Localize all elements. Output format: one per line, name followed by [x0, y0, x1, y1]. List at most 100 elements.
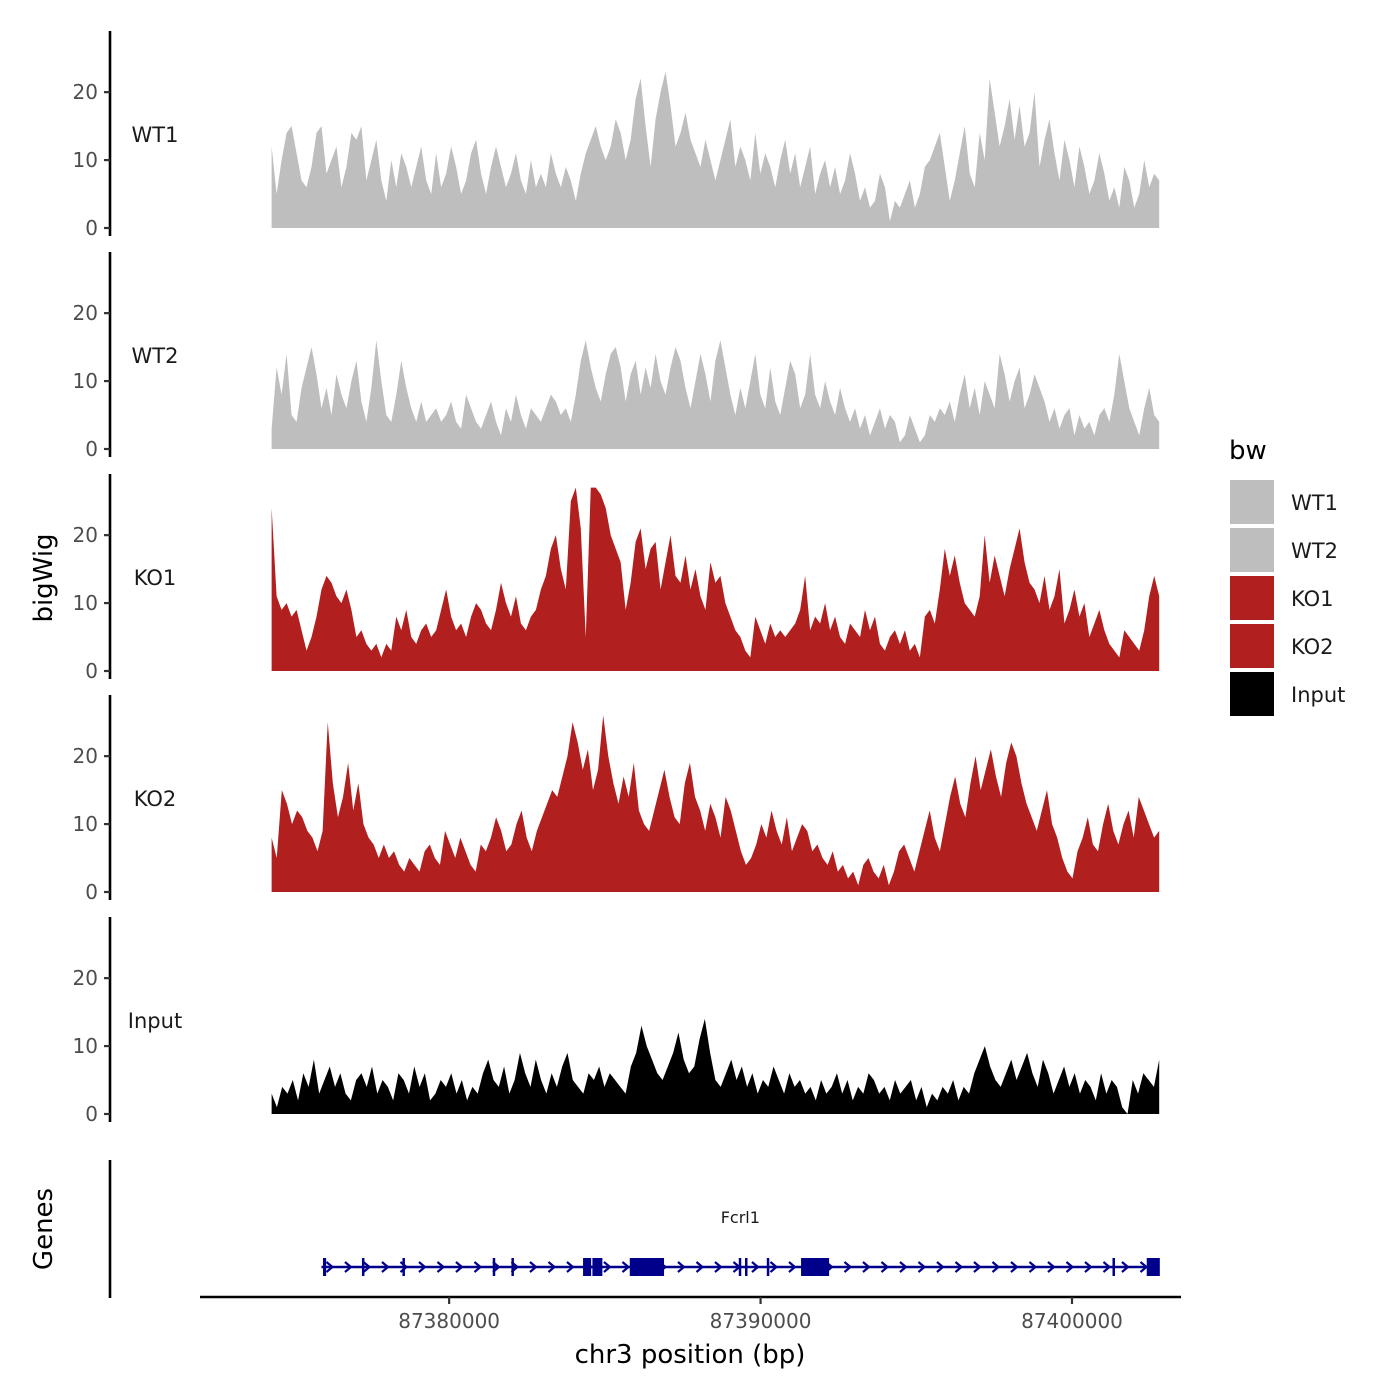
area-wt1: [271, 71, 1160, 228]
strand-arrow: [843, 1261, 853, 1273]
track-label-wt1: WT1: [132, 123, 179, 147]
gene-exon: [1112, 1258, 1115, 1276]
y-tick-label-ko2-10: 10: [73, 812, 98, 836]
legend-item-input: Input: [1230, 672, 1345, 716]
y-tick-label-wt1-0: 0: [85, 216, 98, 240]
legend-swatch-wt1: [1230, 480, 1274, 524]
strand-arrow: [751, 1261, 760, 1273]
strand-arrow: [603, 1261, 612, 1273]
strand-arrow: [677, 1261, 686, 1273]
y-axis-title: bigWig: [29, 533, 59, 622]
track-label-ko1: KO1: [134, 566, 177, 590]
strand-arrow: [455, 1261, 464, 1273]
legend-item-ko1: KO1: [1230, 576, 1334, 620]
strand-arrow: [695, 1261, 705, 1273]
strand-arrow: [1028, 1261, 1038, 1273]
strand-arrow: [529, 1261, 538, 1273]
strand-arrow: [769, 1261, 779, 1273]
strand-arrow: [1102, 1261, 1112, 1273]
strand-arrow: [991, 1261, 1001, 1273]
strand-arrow: [1065, 1261, 1075, 1273]
strand-arrow: [362, 1261, 372, 1273]
y-tick-label-input-10: 10: [73, 1034, 98, 1058]
strand-arrow: [788, 1261, 797, 1273]
y-tick-label-wt1-10: 10: [73, 148, 98, 172]
legend-item-ko2: KO2: [1230, 624, 1334, 668]
area-input: [271, 1018, 1160, 1114]
y-tick-label-ko1-0: 0: [85, 659, 98, 683]
legend-label-input: Input: [1291, 683, 1345, 707]
gene-exon: [801, 1258, 830, 1276]
gene-exon: [583, 1258, 592, 1276]
area-wt2: [271, 340, 1160, 449]
y-tick-label-ko1-10: 10: [73, 591, 98, 615]
gene-exon: [592, 1258, 603, 1276]
strand-arrow: [1121, 1261, 1130, 1273]
track-label-wt2: WT2: [132, 344, 179, 368]
legend-title: bw: [1229, 436, 1267, 466]
gene-exon: [738, 1258, 742, 1276]
track-input: 0 10 20 Input: [73, 917, 1160, 1126]
strand-arrow: [1139, 1261, 1149, 1273]
strand-arrow: [880, 1261, 890, 1273]
x-axis-title: chr3 position (bp): [575, 1340, 806, 1370]
y-tick-label-wt2-20: 20: [73, 301, 98, 325]
y-tick-label-wt2-10: 10: [73, 369, 98, 393]
area-ko1: [271, 487, 1160, 671]
strand-arrow: [954, 1261, 964, 1273]
gene-exon: [402, 1258, 405, 1276]
track-ko1: 0 10 20 KO1: [73, 474, 1160, 683]
legend-label-ko1: KO1: [1291, 587, 1334, 611]
genes-axis-title: Genes: [29, 1188, 59, 1270]
legend-item-wt2: WT2: [1230, 528, 1338, 572]
strand-arrow: [344, 1261, 353, 1273]
strand-arrow: [436, 1261, 446, 1273]
gene-exon: [361, 1258, 365, 1276]
track-wt1: 0 10 20 WT1: [73, 31, 1160, 240]
track-label-input: Input: [128, 1009, 182, 1033]
area-ko2: [271, 715, 1160, 892]
gene-exon: [1146, 1258, 1160, 1276]
strand-arrow: [973, 1261, 982, 1273]
legend-label-wt2: WT2: [1291, 539, 1338, 563]
gene-label-fcrl1: Fcrl1: [721, 1208, 760, 1227]
track-ko2: 0 10 20 KO2: [73, 695, 1160, 904]
legend-label-ko2: KO2: [1291, 635, 1334, 659]
y-tick-label-ko1-20: 20: [73, 523, 98, 547]
legend-swatch-ko1: [1230, 576, 1274, 620]
y-tick-label-wt2-0: 0: [85, 437, 98, 461]
strand-arrow: [621, 1261, 631, 1273]
strand-arrow: [473, 1261, 483, 1273]
strand-arrow: [547, 1261, 557, 1273]
legend: bw WT1 WT2 KO1 KO2 Input: [1229, 436, 1345, 716]
gene-exon: [492, 1258, 496, 1276]
y-tick-label-ko2-0: 0: [85, 880, 98, 904]
genes-panel: Fcrl1: [108, 1160, 1160, 1298]
gene-exon: [323, 1258, 327, 1276]
strand-arrow: [381, 1261, 390, 1273]
legend-item-wt1: WT1: [1230, 480, 1338, 524]
y-tick-label-ko2-20: 20: [73, 744, 98, 768]
y-tick-label-input-20: 20: [73, 966, 98, 990]
strand-arrow: [714, 1261, 723, 1273]
gene-exon: [511, 1258, 514, 1276]
track-wt2: 0 10 20 WT2: [73, 252, 1160, 461]
strand-arrow: [917, 1261, 927, 1273]
strand-arrow: [899, 1261, 908, 1273]
legend-swatch-ko2: [1230, 624, 1274, 668]
gene-exon: [745, 1258, 748, 1276]
gene-exon: [629, 1258, 665, 1276]
x-tick-label-87400000: 87400000: [1021, 1309, 1123, 1333]
x-axis: 87380000 87390000 87400000: [200, 1295, 1181, 1333]
gene-fcrl1: Fcrl1: [321, 1208, 1160, 1276]
track-label-ko2: KO2: [134, 787, 177, 811]
strand-arrow: [936, 1261, 945, 1273]
strand-arrow: [418, 1261, 427, 1273]
y-tick-label-wt1-20: 20: [73, 80, 98, 104]
strand-arrow: [325, 1261, 335, 1273]
strand-arrow: [862, 1261, 871, 1273]
legend-label-wt1: WT1: [1291, 491, 1338, 515]
gene-exon: [766, 1258, 770, 1276]
x-tick-label-87390000: 87390000: [710, 1309, 812, 1333]
